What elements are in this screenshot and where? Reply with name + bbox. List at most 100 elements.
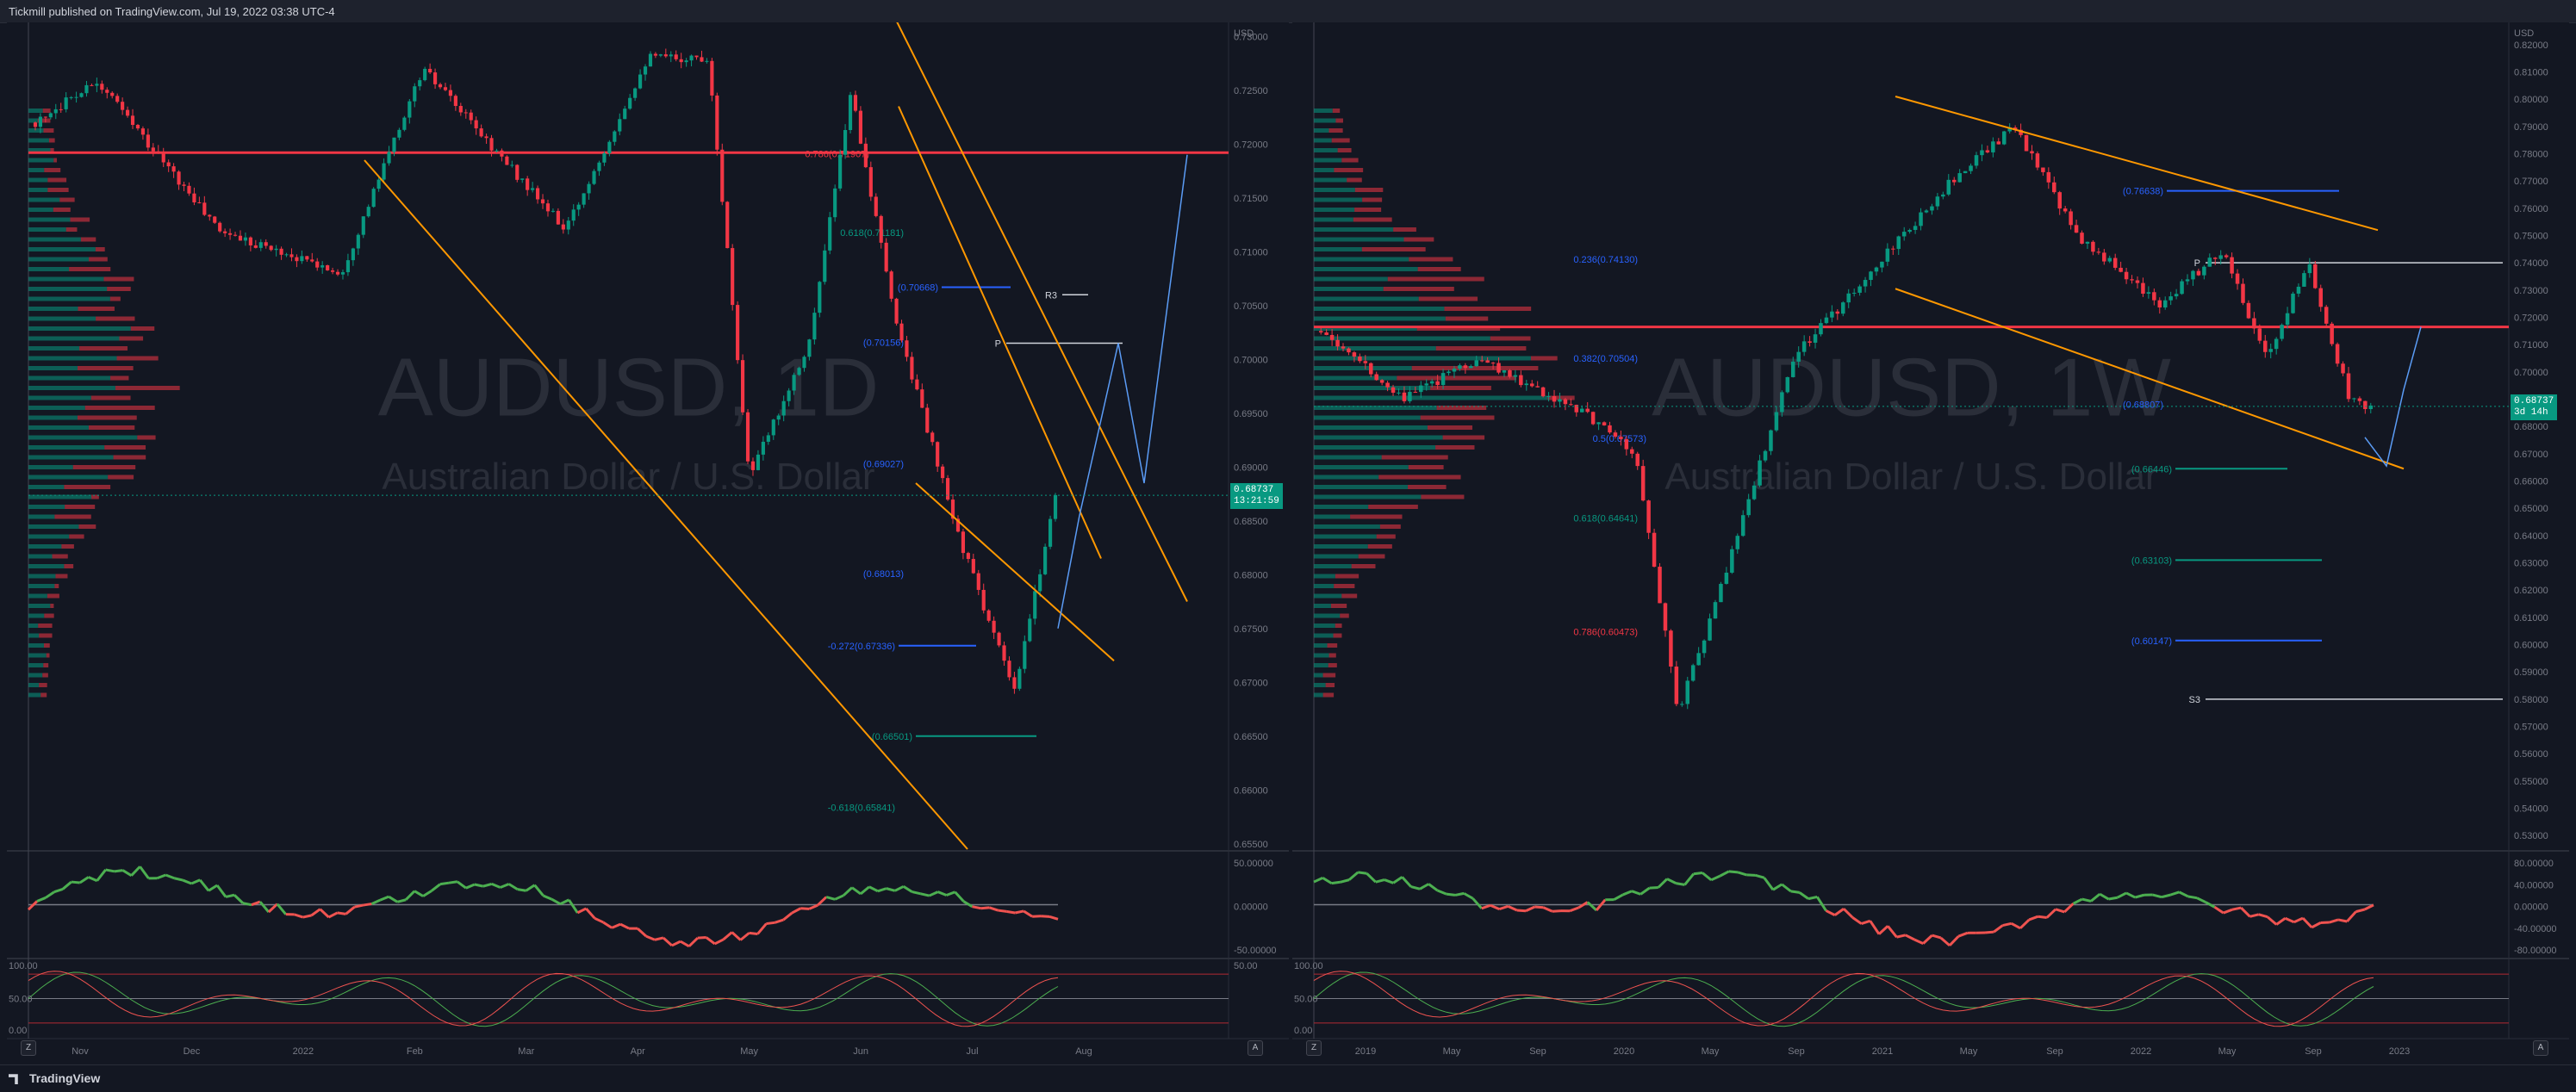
candle-down xyxy=(2075,225,2079,233)
candle-up xyxy=(1902,232,1907,236)
candle-down xyxy=(2097,251,2101,252)
candle-down xyxy=(1952,180,1957,183)
oscillator-segment-negative xyxy=(1932,935,1941,938)
volume-profile-bar-up xyxy=(1314,119,1335,123)
price-tick-label: 0.68000 xyxy=(1234,570,1268,580)
time-axis-label: Jun xyxy=(853,1046,868,1057)
candle-up xyxy=(633,89,637,98)
oscillator-segment-positive xyxy=(1358,872,1366,873)
candle-down xyxy=(44,117,47,118)
candle-down xyxy=(1997,141,2001,144)
zoom-button-daily[interactable]: Z xyxy=(21,1040,36,1056)
volume-profile-bar-down xyxy=(89,257,108,262)
time-axis-label: 2022 xyxy=(2131,1046,2151,1057)
time-axis-label: Nov xyxy=(72,1046,89,1057)
candle-down xyxy=(680,59,683,62)
candle-down xyxy=(1630,450,1634,454)
candle-up xyxy=(1758,461,1762,486)
candle-down xyxy=(1330,335,1335,340)
candle-up xyxy=(1930,207,1934,211)
time-axis-label: 2022 xyxy=(293,1046,314,1057)
oscillator-segment-positive xyxy=(157,875,165,878)
candle-up xyxy=(1769,431,1773,451)
volume-profile-bar-up xyxy=(28,208,53,212)
oscillator-segment-negative xyxy=(724,933,732,940)
candle-up xyxy=(1947,180,1951,195)
volume-profile-bar-up xyxy=(1314,307,1444,311)
oscillator-segment-negative xyxy=(1570,908,1578,911)
candle-up xyxy=(1825,318,1829,323)
volume-profile-bar-up xyxy=(28,544,61,549)
volume-profile-bar-down xyxy=(43,128,53,133)
volume-profile-bar-down xyxy=(1326,683,1335,687)
volume-profile-bar-up xyxy=(1314,238,1404,242)
oscillator-segment-positive xyxy=(1720,872,1729,876)
price-tick-label: 0.63000 xyxy=(2514,559,2548,569)
stochastic-k-line xyxy=(1314,972,2374,1027)
volume-profile-bar-down xyxy=(1531,357,1558,361)
price-tick-label: 0.71000 xyxy=(2514,340,2548,351)
oscillator-segment-positive xyxy=(526,885,535,891)
volume-profile-bar-down xyxy=(1329,654,1336,658)
volume-profile-bar-up xyxy=(28,386,115,390)
oscillator-segment-negative xyxy=(2215,907,2224,913)
candle-down xyxy=(1385,382,1390,387)
volume-profile-bar-down xyxy=(66,227,78,232)
oscillator-segment-negative xyxy=(1879,926,1888,934)
volume-profile-bar-up xyxy=(1314,168,1334,172)
candle-down xyxy=(121,102,124,109)
candle-up xyxy=(2291,294,2295,313)
price-tick-label: 0.57000 xyxy=(2514,723,2548,733)
candle-down xyxy=(1496,363,1501,372)
volume-profile-bar-down xyxy=(1388,277,1484,282)
auto-scale-button-weekly[interactable]: A xyxy=(2533,1040,2548,1056)
tradingview-logo[interactable]: TradingView xyxy=(9,1071,100,1085)
candle-down xyxy=(1414,392,1418,393)
candle-down xyxy=(1012,677,1016,688)
volume-profile-bar-down xyxy=(44,168,60,172)
candle-up xyxy=(1852,293,1857,294)
oscillator-segment-negative xyxy=(2020,920,2029,928)
volume-profile-bar-up xyxy=(1314,544,1368,549)
candle-up xyxy=(2352,399,2356,400)
volume-profile-bar-up xyxy=(28,396,91,400)
volume-profile-bar-up xyxy=(1314,416,1421,420)
time-axis-label: Sep xyxy=(2046,1046,2063,1057)
projection-path xyxy=(1058,155,1187,629)
candle-down xyxy=(1347,349,1351,353)
oscillator-segment-negative xyxy=(2365,905,2374,909)
candle-up xyxy=(597,163,600,171)
candle-up xyxy=(828,217,831,251)
oscillator-segment-positive xyxy=(80,878,89,884)
candle-up xyxy=(812,313,816,339)
candle-down xyxy=(859,111,862,144)
oscillator-segment-positive xyxy=(1384,880,1393,884)
volume-profile-bar-down xyxy=(1352,564,1376,568)
oscillator-segment-negative xyxy=(998,910,1006,911)
zoom-button-weekly[interactable]: Z xyxy=(1306,1040,1322,1056)
candle-down xyxy=(489,138,493,151)
candle-up xyxy=(300,256,303,261)
candle-up xyxy=(1033,591,1036,618)
volume-profile-bar-down xyxy=(1334,168,1363,172)
candle-down xyxy=(2119,268,2123,272)
auto-scale-button-daily[interactable]: A xyxy=(1248,1040,1263,1056)
oscillator-segment-positive xyxy=(1791,891,1800,893)
oscillator-segment-positive xyxy=(895,886,904,890)
price-tick-label: 0.78000 xyxy=(2514,150,2548,160)
fib-level-label: (0.63103) xyxy=(2131,555,2172,566)
volume-profile-bar-down xyxy=(114,456,146,460)
volume-profile-bar-down xyxy=(49,139,55,143)
candle-up xyxy=(1764,451,1768,461)
oscillator-segment-negative xyxy=(320,909,329,917)
oscillator-segment-positive xyxy=(869,887,878,891)
price-tick-label: 0.77000 xyxy=(2514,177,2548,187)
volume-profile-bar-down xyxy=(96,317,134,321)
oscillator-segment-positive xyxy=(371,900,380,903)
volume-profile-bar-up xyxy=(28,456,114,460)
volume-profile-bar-down xyxy=(107,287,131,291)
